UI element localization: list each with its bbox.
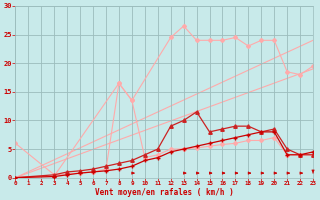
X-axis label: Vent moyen/en rafales ( km/h ): Vent moyen/en rafales ( km/h ) <box>95 188 234 197</box>
